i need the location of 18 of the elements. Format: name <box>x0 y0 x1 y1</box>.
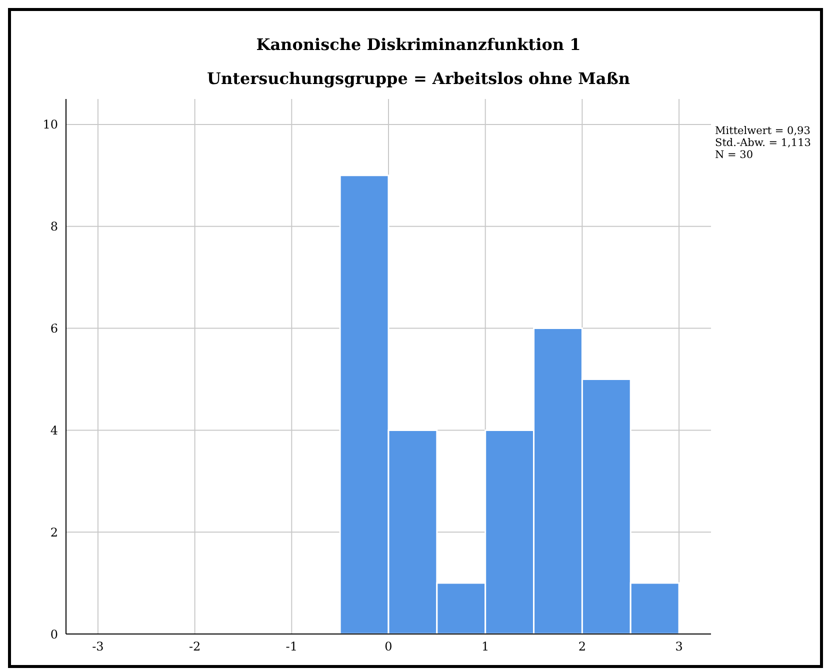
y-tick-label: 10 <box>42 118 58 132</box>
x-tick-label: -3 <box>92 640 104 654</box>
text: N = 30 <box>715 149 754 161</box>
y-tick-label: 0 <box>50 627 58 642</box>
y-tick-label: 6 <box>50 322 58 336</box>
x-tick-label: 2 <box>578 640 586 654</box>
y-tick-label: 2 <box>50 525 58 540</box>
chart-subtitle: Untersuchungsgruppe = Arbeitslos ohne Maßn <box>206 69 631 88</box>
x-tick-label: 0 <box>384 640 392 654</box>
chart-title: Kanonische Diskriminanzfunktion 1 <box>255 35 582 54</box>
text: Std.-Abw. = 1,113 <box>715 137 811 149</box>
x-tick-label: 3 <box>675 640 683 654</box>
x-tick-label: 1 <box>482 640 490 654</box>
y-tick-label: 8 <box>50 220 58 234</box>
x-tick-label: -2 <box>188 640 201 654</box>
text: Mittelwert = 0,93 <box>715 125 811 137</box>
x-tick-label: -1 <box>286 640 298 654</box>
y-tick-label: 4 <box>50 423 58 438</box>
